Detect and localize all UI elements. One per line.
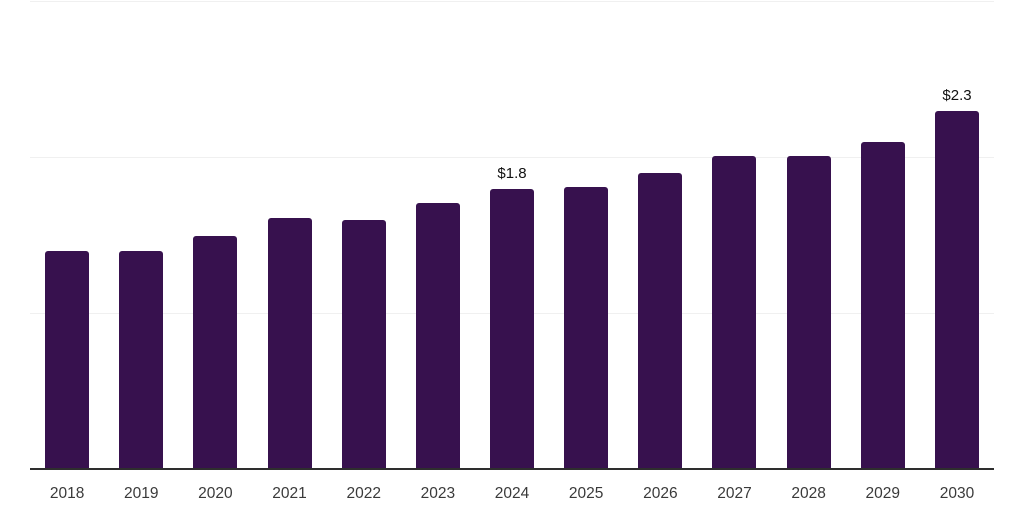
bar-2022 <box>342 220 386 468</box>
bar-2028 <box>787 156 831 468</box>
x-tick-2028: 2028 <box>791 485 826 502</box>
gridline-2 <box>30 157 994 158</box>
x-tick-2029: 2029 <box>865 485 901 502</box>
x-tick-2027: 2027 <box>717 485 752 502</box>
value-label-2030: $2.3 <box>942 87 972 104</box>
bar-2025 <box>564 187 608 468</box>
x-tick-2023: 2023 <box>420 485 456 502</box>
x-tick-2018: 2018 <box>49 485 85 502</box>
x-tick-2026: 2026 <box>643 485 678 502</box>
x-tick-2022: 2022 <box>346 485 381 502</box>
x-tick-2020: 2020 <box>198 485 233 502</box>
gridline-3 <box>30 1 994 2</box>
bar-2020 <box>193 236 237 468</box>
bar-2021 <box>268 218 312 468</box>
bar-2030 <box>935 111 979 468</box>
bar-2024 <box>490 189 534 468</box>
x-axis-line <box>30 468 994 470</box>
x-tick-2021: 2021 <box>272 485 307 502</box>
x-tick-2019: 2019 <box>123 485 159 502</box>
bar-2026 <box>638 173 682 468</box>
value-label-2024: $1.8 <box>497 165 527 182</box>
x-tick-2030: 2030 <box>939 485 975 502</box>
bar-2018 <box>45 251 89 468</box>
plot-area: $1.8 $2.3 <box>30 0 994 470</box>
bar-2027 <box>712 156 756 468</box>
x-axis-tick-labels: 2018 2019 2020 2021 2022 2023 2024 2025 2026 2027… <box>30 483 994 505</box>
x-tick-2024: 2024 <box>494 485 530 502</box>
x-tick-2025: 2025 <box>568 485 604 502</box>
bar-2029 <box>861 142 905 468</box>
bar-2023 <box>416 203 460 468</box>
bar-2019 <box>119 251 163 468</box>
